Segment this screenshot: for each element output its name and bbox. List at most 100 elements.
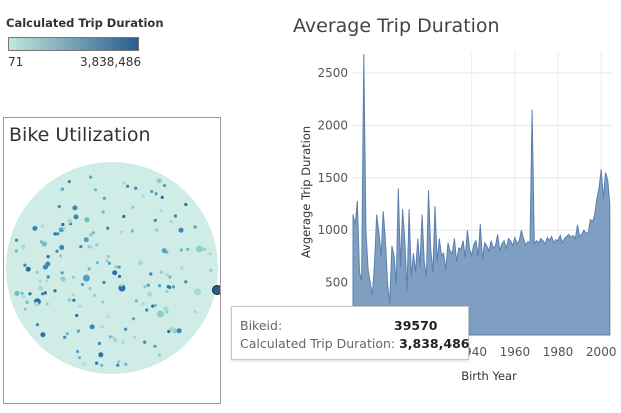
bike-bubble[interactable]	[176, 328, 182, 334]
bike-bubble[interactable]	[93, 188, 98, 192]
bike-bubble[interactable]	[20, 291, 24, 295]
bike-bubble[interactable]	[167, 329, 171, 334]
bike-bubble[interactable]	[119, 283, 124, 287]
bike-bubble[interactable]	[97, 341, 101, 346]
bike-bubble[interactable]	[122, 214, 126, 219]
bike-bubble[interactable]	[25, 300, 29, 304]
bike-bubble[interactable]	[63, 335, 67, 339]
bike-bubble[interactable]	[73, 214, 79, 220]
bike-bubble[interactable]	[165, 273, 169, 277]
bike-bubble[interactable]	[122, 181, 126, 185]
bike-bubble[interactable]	[162, 184, 167, 188]
bike-bubble[interactable]	[102, 280, 106, 285]
bike-bubble[interactable]	[95, 361, 99, 365]
bike-bubble[interactable]	[45, 279, 49, 283]
bike-bubble[interactable]	[88, 287, 92, 291]
bike-bubble[interactable]	[193, 310, 197, 314]
bike-bubble[interactable]	[157, 284, 162, 288]
bike-bubble[interactable]	[35, 270, 39, 275]
area-series[interactable]	[352, 54, 611, 336]
bike-bubble[interactable]	[23, 263, 27, 267]
bike-bubble[interactable]	[141, 194, 145, 198]
bike-bubble[interactable]	[53, 232, 57, 236]
bike-bubble[interactable]	[186, 247, 190, 251]
bike-bubble[interactable]	[89, 233, 93, 237]
bike-bubble[interactable]	[46, 255, 50, 259]
bike-bubble[interactable]	[166, 285, 170, 289]
bike-bubble[interactable]	[56, 232, 60, 236]
bike-bubble[interactable]	[134, 299, 138, 303]
bike-bubble[interactable]	[151, 304, 155, 308]
bike-bubble[interactable]	[89, 175, 93, 179]
bike-bubble[interactable]	[131, 317, 136, 321]
bike-bubble[interactable]	[193, 225, 197, 229]
bike-bubble[interactable]	[14, 290, 20, 296]
bike-bubble[interactable]	[153, 218, 157, 222]
bike-bubble[interactable]	[59, 188, 63, 192]
bike-bubble[interactable]	[131, 205, 135, 209]
bike-bubble[interactable]	[53, 289, 57, 293]
bike-bubble[interactable]	[114, 265, 118, 269]
bike-bubble[interactable]	[156, 310, 164, 318]
bike-bubble[interactable]	[60, 271, 64, 275]
bike-bubble[interactable]	[83, 237, 89, 243]
bike-bubble[interactable]	[116, 363, 120, 367]
bike-bubble[interactable]	[82, 362, 86, 366]
bike-bubble[interactable]	[194, 288, 201, 296]
bike-bubble[interactable]	[184, 202, 188, 207]
bike-bubble[interactable]	[107, 261, 111, 265]
bike-bubble[interactable]	[154, 192, 158, 196]
bike-bubble[interactable]	[34, 301, 39, 307]
bike-bubble[interactable]	[184, 280, 188, 284]
bike-bubble[interactable]	[100, 325, 104, 329]
bike-bubble[interactable]	[113, 338, 117, 342]
bike-bubble[interactable]	[203, 247, 207, 251]
bike-bubble[interactable]	[101, 210, 105, 214]
bike-bubble[interactable]	[68, 297, 72, 301]
bike-bubble[interactable]	[118, 284, 126, 292]
bike-bubble[interactable]	[23, 307, 27, 311]
bike-bubble-cluster[interactable]	[4, 118, 220, 403]
bike-bubble[interactable]	[67, 218, 73, 224]
bike-bubble[interactable]	[117, 360, 121, 364]
bike-bubble[interactable]	[67, 180, 71, 184]
bike-bubble[interactable]	[77, 356, 82, 360]
bike-bubble[interactable]	[106, 226, 110, 230]
bike-bubble[interactable]	[161, 248, 167, 254]
bike-bubble[interactable]	[80, 282, 84, 287]
bike-bubble[interactable]	[20, 244, 26, 250]
bike-bubble[interactable]	[58, 227, 64, 233]
bike-bubble[interactable]	[62, 226, 66, 230]
bike-bubble[interactable]	[84, 217, 90, 223]
bike-bubble[interactable]	[40, 332, 46, 338]
bike-bubble[interactable]	[180, 266, 184, 270]
bike-utilization-panel[interactable]: Bike Utilization	[3, 117, 221, 404]
bike-bubble[interactable]	[143, 285, 147, 289]
bike-bubble[interactable]	[38, 279, 42, 283]
bike-bubble[interactable]	[130, 229, 134, 233]
bike-bubble[interactable]	[143, 340, 147, 344]
selected-bike-bubble[interactable]	[212, 285, 221, 295]
bike-bubble[interactable]	[168, 275, 172, 279]
bike-bubble[interactable]	[95, 243, 99, 247]
bike-bubble[interactable]	[119, 230, 123, 234]
bike-bubble[interactable]	[124, 327, 128, 331]
bike-bubble[interactable]	[124, 362, 128, 366]
bike-bubble[interactable]	[169, 219, 173, 224]
bike-bubble[interactable]	[178, 227, 184, 233]
bike-bubble[interactable]	[146, 283, 150, 287]
bike-bubble[interactable]	[72, 298, 76, 302]
bike-bubble[interactable]	[160, 195, 164, 199]
bike-bubble[interactable]	[43, 291, 47, 295]
bike-bubble[interactable]	[132, 335, 136, 339]
bike-bubble[interactable]	[107, 254, 111, 258]
bike-bubble[interactable]	[121, 340, 125, 344]
bike-bubble[interactable]	[117, 265, 121, 269]
bike-bubble[interactable]	[112, 270, 118, 276]
bike-bubble[interactable]	[79, 245, 83, 249]
bike-bubble[interactable]	[45, 261, 51, 267]
bike-bubble[interactable]	[169, 326, 174, 332]
bike-bubble[interactable]	[45, 302, 49, 306]
bike-bubble[interactable]	[93, 293, 97, 297]
